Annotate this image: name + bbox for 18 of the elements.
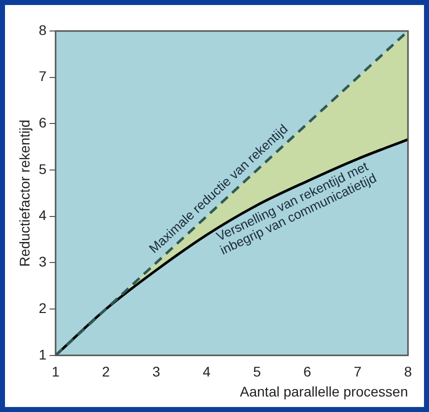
x-tick-label: 5 bbox=[253, 364, 262, 380]
y-tick-label: 7 bbox=[38, 68, 47, 84]
x-tick-label: 4 bbox=[202, 364, 211, 380]
x-axis-title: Aantal parallelle processen bbox=[240, 383, 408, 400]
y-tick-label: 8 bbox=[38, 22, 47, 38]
x-tick-label: 2 bbox=[102, 364, 110, 380]
x-tick-label: 3 bbox=[152, 364, 160, 380]
x-tick-label: 7 bbox=[354, 364, 362, 380]
y-tick-label: 3 bbox=[38, 254, 47, 270]
y-axis-title: Reductiefactor rekentijd bbox=[16, 120, 32, 267]
y-tick-label: 6 bbox=[38, 114, 47, 131]
x-tick-label: 6 bbox=[303, 364, 312, 380]
x-tick-label: 8 bbox=[404, 364, 412, 380]
y-tick-label: 2 bbox=[38, 300, 47, 316]
x-tick-label: 1 bbox=[52, 364, 60, 380]
y-tick-label: 4 bbox=[38, 207, 47, 224]
y-tick-label: 1 bbox=[38, 346, 47, 362]
y-tick-label: 5 bbox=[38, 160, 47, 177]
